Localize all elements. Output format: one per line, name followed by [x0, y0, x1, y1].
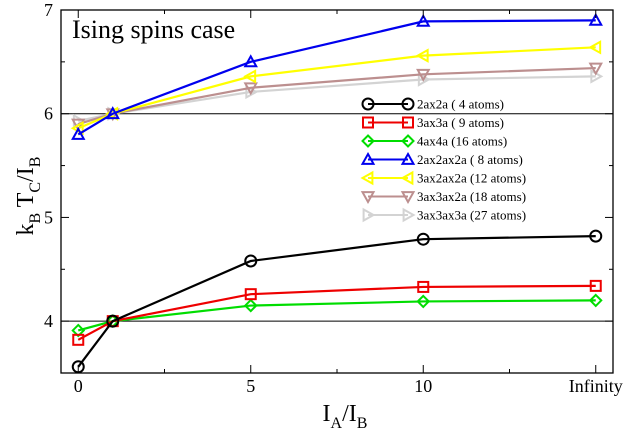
legend-marker [400, 151, 416, 165]
data-point [71, 323, 86, 338]
data-point [72, 333, 85, 346]
legend-marker [400, 191, 416, 205]
data-point [589, 279, 602, 292]
legend-entry: 3ax3a ( 9 atoms) [362, 115, 504, 130]
legend-marker [362, 116, 374, 129]
y-axis-title: kB TC/IB [13, 157, 44, 236]
legend-entry: 4ax4a (16 atoms) [361, 134, 507, 149]
legend-marker [360, 170, 374, 186]
legend-entry: 2ax2a ( 4 atoms) [361, 97, 504, 112]
axis-tick-labels: 0 5 10 Infinity 4 5 6 7 [44, 0, 623, 396]
legend-label: 3ax2ax2a (12 atoms) [417, 171, 526, 186]
legend-label: 3ax3ax3a (27 atoms) [417, 208, 526, 223]
data-point [243, 298, 258, 313]
data-point [417, 280, 430, 293]
legend-marker [402, 116, 414, 129]
axis-ticks [61, 9, 613, 374]
legend-label: 4ax4a (16 atoms) [417, 134, 507, 149]
x-axis-title: IA/IB [323, 401, 368, 432]
x-tick-label: 10 [414, 376, 432, 396]
series-line [77, 19, 596, 136]
data-point [105, 106, 120, 120]
series-line [77, 234, 596, 368]
y-tick-label: 7 [44, 0, 53, 20]
legend-marker [401, 97, 415, 111]
legend-marker [362, 207, 376, 223]
series-layer [70, 12, 604, 374]
y-tick-label: 4 [44, 311, 53, 331]
data-point [416, 68, 431, 82]
legend: 2ax2a ( 4 atoms) 3ax3a ( 9 atoms) 4ax4a (1… [360, 97, 526, 223]
legend-label: 2ax2a ( 4 atoms) [417, 97, 504, 112]
legend-label: 3ax3a ( 9 atoms) [417, 115, 504, 130]
data-point [588, 62, 603, 76]
y-tick-label: 5 [44, 207, 53, 227]
data-point [588, 12, 603, 26]
series-line [77, 299, 596, 332]
data-point [243, 54, 258, 68]
data-point [71, 126, 86, 140]
series [71, 62, 603, 132]
data-point [416, 232, 430, 246]
data-point [244, 254, 258, 268]
reference-lines [61, 113, 613, 322]
legend-marker [401, 134, 415, 148]
legend-marker [402, 207, 416, 223]
x-tick-label: 5 [246, 376, 255, 396]
data-point [588, 293, 603, 308]
series-line [77, 66, 596, 126]
legend-label: 2ax2ax2a ( 8 atoms) [417, 152, 523, 167]
series [71, 12, 603, 140]
series [70, 40, 602, 136]
data-point [243, 82, 258, 96]
data-point [588, 40, 602, 55]
data-point [416, 13, 431, 27]
data-point [244, 288, 257, 301]
legend-marker [360, 191, 376, 205]
data-point [415, 48, 429, 63]
legend-entry: 3ax3ax2a (18 atoms) [360, 189, 526, 205]
legend-entry: 3ax2ax2a (12 atoms) [360, 170, 526, 186]
data-point [589, 229, 603, 243]
x-tick-label: Infinity [569, 376, 623, 396]
data-point [106, 314, 120, 328]
data-point [245, 84, 259, 100]
chart-annotation: Ising spins case [72, 15, 235, 44]
series [71, 293, 603, 338]
series-line [77, 284, 596, 341]
data-point [243, 69, 257, 84]
data-point [416, 294, 431, 309]
series [71, 229, 603, 374]
series [72, 279, 602, 346]
legend-marker [361, 97, 375, 111]
legend-entry: 2ax2ax2a ( 8 atoms) [360, 151, 523, 167]
y-tick-label: 6 [44, 104, 53, 124]
series-line [77, 46, 596, 130]
legend-marker [400, 170, 414, 186]
legend-label: 3ax3ax2a (18 atoms) [417, 189, 526, 204]
legend-entry: 3ax3ax3a (27 atoms) [362, 207, 526, 223]
legend-marker [361, 134, 375, 148]
data-point [417, 72, 431, 87]
x-tick-label: 0 [74, 376, 83, 396]
legend-marker [360, 151, 376, 165]
